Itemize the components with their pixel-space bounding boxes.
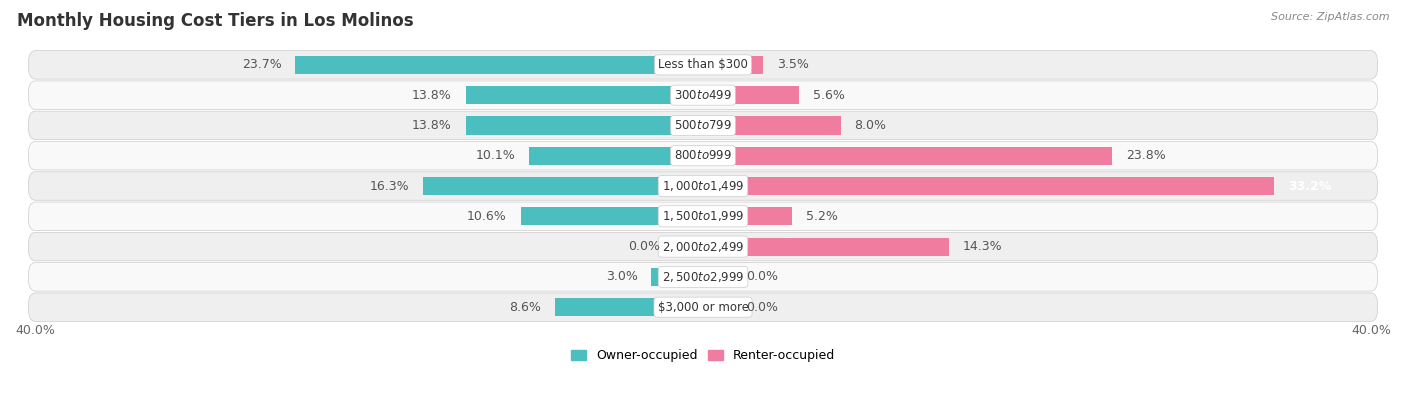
Text: 40.0%: 40.0%: [15, 324, 55, 337]
Text: 10.1%: 10.1%: [475, 149, 516, 162]
Bar: [465, 86, 703, 104]
FancyBboxPatch shape: [28, 263, 1378, 291]
Bar: [651, 268, 703, 286]
Bar: [465, 116, 703, 134]
Bar: [703, 237, 949, 256]
Text: $3,000 or more: $3,000 or more: [658, 301, 748, 314]
Text: 10.6%: 10.6%: [467, 210, 508, 223]
Text: 14.3%: 14.3%: [963, 240, 1002, 253]
Text: 3.5%: 3.5%: [778, 59, 808, 71]
Bar: [529, 146, 703, 165]
Text: Monthly Housing Cost Tiers in Los Molinos: Monthly Housing Cost Tiers in Los Molino…: [17, 12, 413, 30]
Bar: [295, 56, 703, 74]
Bar: [703, 207, 793, 225]
FancyBboxPatch shape: [28, 232, 1378, 261]
Text: 33.2%: 33.2%: [1288, 180, 1331, 193]
Bar: [703, 116, 841, 134]
Text: 13.8%: 13.8%: [412, 89, 451, 102]
Text: $800 to $999: $800 to $999: [673, 149, 733, 162]
FancyBboxPatch shape: [28, 172, 1378, 200]
Bar: [520, 207, 703, 225]
Text: 13.8%: 13.8%: [412, 119, 451, 132]
FancyBboxPatch shape: [678, 237, 703, 256]
Text: 5.2%: 5.2%: [806, 210, 838, 223]
FancyBboxPatch shape: [28, 293, 1378, 321]
FancyBboxPatch shape: [28, 202, 1378, 231]
FancyBboxPatch shape: [28, 111, 1378, 140]
Text: 8.0%: 8.0%: [855, 119, 886, 132]
Text: $500 to $799: $500 to $799: [673, 119, 733, 132]
Text: 0.0%: 0.0%: [628, 240, 659, 253]
Bar: [703, 86, 800, 104]
Text: Less than $300: Less than $300: [658, 59, 748, 71]
Legend: Owner-occupied, Renter-occupied: Owner-occupied, Renter-occupied: [567, 344, 839, 367]
FancyBboxPatch shape: [28, 81, 1378, 110]
FancyBboxPatch shape: [703, 268, 728, 286]
Bar: [423, 177, 703, 195]
Text: 5.6%: 5.6%: [813, 89, 845, 102]
Text: 40.0%: 40.0%: [1351, 324, 1391, 337]
Text: 0.0%: 0.0%: [747, 301, 778, 314]
Text: $2,000 to $2,499: $2,000 to $2,499: [662, 239, 744, 254]
Text: $1,500 to $1,999: $1,500 to $1,999: [662, 209, 744, 223]
Text: 16.3%: 16.3%: [370, 180, 409, 193]
Text: 23.8%: 23.8%: [1126, 149, 1166, 162]
Bar: [703, 177, 1274, 195]
Text: $2,500 to $2,999: $2,500 to $2,999: [662, 270, 744, 284]
Bar: [555, 298, 703, 316]
Text: 0.0%: 0.0%: [747, 271, 778, 283]
Text: 3.0%: 3.0%: [606, 271, 638, 283]
Text: $300 to $499: $300 to $499: [673, 89, 733, 102]
Text: Source: ZipAtlas.com: Source: ZipAtlas.com: [1271, 12, 1389, 22]
Text: $1,000 to $1,499: $1,000 to $1,499: [662, 179, 744, 193]
Text: 8.6%: 8.6%: [509, 301, 541, 314]
Bar: [703, 146, 1112, 165]
FancyBboxPatch shape: [28, 142, 1378, 170]
Text: 23.7%: 23.7%: [242, 59, 281, 71]
Bar: [703, 56, 763, 74]
FancyBboxPatch shape: [28, 51, 1378, 79]
FancyBboxPatch shape: [703, 298, 728, 316]
